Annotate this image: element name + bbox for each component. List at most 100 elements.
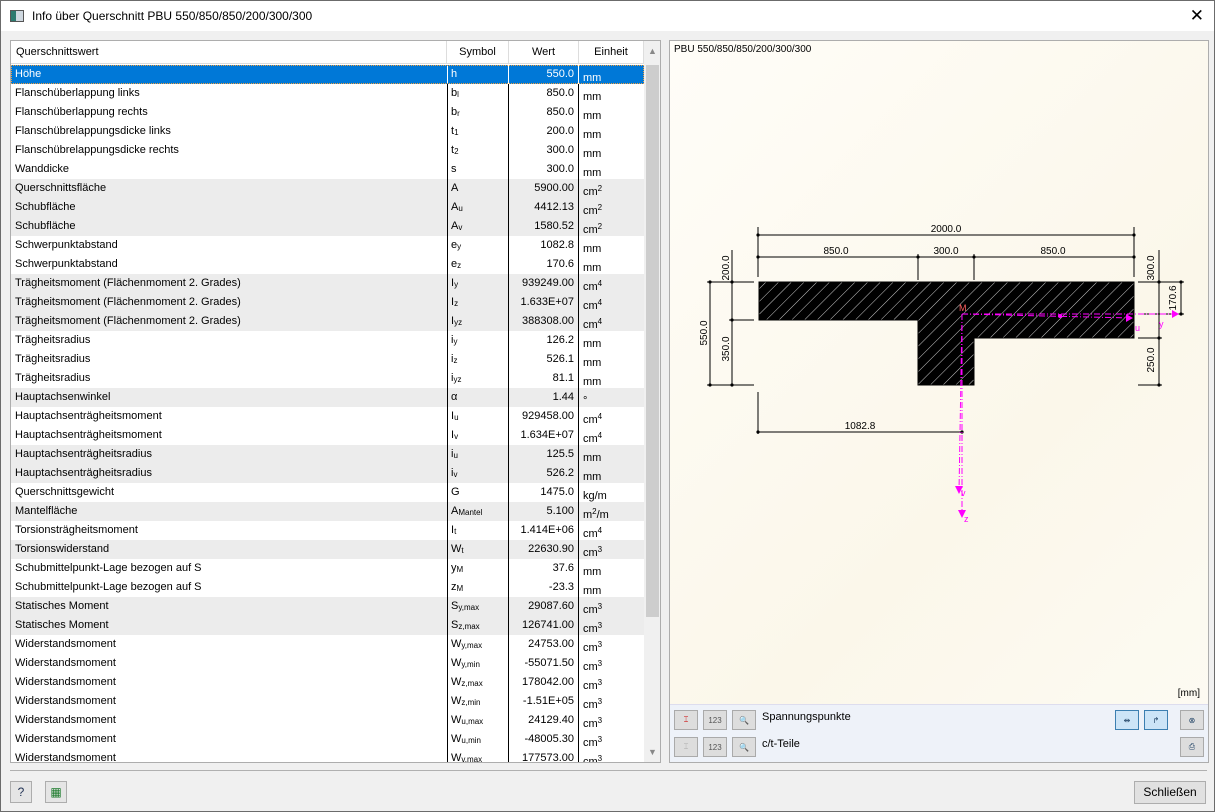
table-row[interactable]: Hauptachsenträgheitsradius iv 526.2 mm [11, 464, 644, 483]
symbol-subscript: yz [453, 375, 462, 384]
header-value[interactable]: Wert [509, 41, 579, 63]
dim-ez: 170.6 [1168, 285, 1179, 310]
unit-base: cm [583, 528, 598, 540]
symbol-subscript: t [461, 546, 464, 555]
show-numbers-button[interactable]: 123 [703, 710, 727, 730]
unit-exponent: 3 [597, 697, 603, 706]
table-row[interactable]: Widerstandsmoment Wy,min -55071.50 cm3 [11, 654, 644, 673]
table-row[interactable]: Flanschüberlappung rechts br 850.0 mm [11, 103, 644, 122]
symbol-base: A [451, 201, 459, 213]
symbol-subscript: z,max [461, 679, 483, 688]
table-row[interactable]: Widerstandsmoment Wu,max 24129.40 cm3 [11, 711, 644, 730]
reset-view-button[interactable]: ⊗ [1180, 710, 1204, 730]
dim-ey: 1082.8 [845, 421, 876, 432]
zoom-reset-icon: ⊗ [1188, 715, 1196, 725]
property-unit: mm [579, 369, 644, 388]
scroll-up-icon[interactable]: ▲ [648, 46, 657, 56]
dimensions-toggle[interactable]: ⇹ [1115, 710, 1139, 730]
property-value: 178042.00 [509, 673, 579, 692]
property-unit: cm3 [579, 692, 644, 711]
print-button[interactable]: ⎙ [1180, 737, 1204, 757]
table-row[interactable]: Trägheitsradius iz 526.1 mm [11, 350, 644, 369]
property-unit: kg/m [579, 483, 644, 502]
property-value: 29087.60 [509, 597, 579, 616]
table-row[interactable]: Trägheitsradius iyz 81.1 mm [11, 369, 644, 388]
table-row[interactable]: Querschnittsfläche A 5900.00 cm2 [11, 179, 644, 198]
table-row[interactable]: Widerstandsmoment Wz,max 178042.00 cm3 [11, 673, 644, 692]
table-row[interactable]: Wanddicke s 300.0 mm [11, 160, 644, 179]
table-row[interactable]: Hauptachsenträgheitsmoment Iu 929458.00 cm4 [11, 407, 644, 426]
table-row[interactable]: Höhe h 550.0 mm [11, 65, 644, 84]
property-symbol: iu [447, 445, 509, 464]
table-row[interactable]: Trägheitsmoment (Flächenmoment 2. Grades… [11, 274, 644, 293]
stress-points-label: Spannungspunkte [762, 711, 851, 723]
table-row[interactable]: Widerstandsmoment Wv,max 177573.00 cm3 [11, 749, 644, 763]
axes-toggle[interactable]: ↱ [1144, 710, 1168, 730]
table-row[interactable]: Trägheitsradius iy 126.2 mm [11, 331, 644, 350]
table-row[interactable]: Schubfläche Av 1580.52 cm2 [11, 217, 644, 236]
table-row[interactable]: Widerstandsmoment Wy,max 24753.00 cm3 [11, 635, 644, 654]
property-value: 1.414E+06 [509, 521, 579, 540]
property-symbol: iyz [447, 369, 509, 388]
help-button[interactable]: ? [10, 781, 32, 803]
symbol-base: b [451, 106, 458, 118]
symbol-base: i [451, 467, 454, 479]
ct-numbers-button[interactable]: 123 [703, 737, 727, 757]
table-row[interactable]: Hauptachsenwinkel α 1.44 ° [11, 388, 644, 407]
close-button[interactable]: Schließen [1134, 781, 1206, 804]
symbol-subscript: 2 [454, 147, 459, 156]
table-row[interactable]: Statisches Moment Sz,max 126741.00 cm3 [11, 616, 644, 635]
header-name[interactable]: Querschnittswert [11, 41, 447, 63]
symbol-subscript: u,max [461, 717, 484, 726]
symbol-subscript: v,max [461, 755, 483, 763]
properties-table: Querschnittswert Symbol Wert Einheit Höh… [10, 40, 661, 763]
table-row[interactable]: Mantelfläche AMantel 5.100 m2/m [11, 502, 644, 521]
axes-icon: ↱ [1152, 715, 1160, 725]
table-row[interactable]: Flanschübrelappungsdicke links t1 200.0 mm [11, 122, 644, 141]
ct-details-button[interactable]: 🔍 [732, 737, 756, 757]
table-row[interactable]: Querschnittsgewicht G 1475.0 kg/m [11, 483, 644, 502]
scroll-thumb[interactable] [646, 65, 659, 617]
scroll-down-icon[interactable]: ▼ [648, 747, 657, 757]
show-stress-points-button[interactable]: ⌶ [674, 710, 698, 730]
property-value: 125.5 [509, 445, 579, 464]
symbol-subscript: u,min [461, 736, 481, 745]
property-symbol: h [447, 65, 509, 84]
table-row[interactable]: Trägheitsmoment (Flächenmoment 2. Grades… [11, 312, 644, 331]
table-row[interactable]: Schwerpunktabstand ez 170.6 mm [11, 255, 644, 274]
table-row[interactable]: Hauptachsenträgheitsmoment Iv 1.634E+07 cm4 [11, 426, 644, 445]
property-name: Schwerpunktabstand [15, 239, 118, 251]
dim-web-below-right: 250.0 [1146, 347, 1157, 372]
table-row[interactable]: Trägheitsmoment (Flächenmoment 2. Grades… [11, 293, 644, 312]
property-name: Flanschübrelappungsdicke rechts [15, 144, 179, 156]
section-drawing: 2000.0 850.0 300.0 850.0 1082.8 200.0 55… [699, 224, 1184, 524]
table-row[interactable]: Flanschübrelappungsdicke rechts t2 300.0 mm [11, 141, 644, 160]
property-name: Widerstandsmoment [15, 733, 116, 745]
property-unit: cm2 [579, 217, 644, 236]
symbol-base: i [451, 353, 454, 365]
header-symbol[interactable]: Symbol [447, 41, 509, 63]
table-row[interactable]: Widerstandsmoment Wz,min -1.51E+05 cm3 [11, 692, 644, 711]
table-row[interactable]: Schubfläche Au 4412.13 cm2 [11, 198, 644, 217]
close-icon[interactable]: ✕ [1189, 6, 1204, 25]
show-ct-parts-button[interactable]: ⌶ [674, 737, 698, 757]
table-row[interactable]: Statisches Moment Sy,max 29087.60 cm3 [11, 597, 644, 616]
unit-base: mm [583, 148, 602, 160]
export-excel-button[interactable]: ▦ [45, 781, 67, 803]
table-row[interactable]: Schwerpunktabstand ey 1082.8 mm [11, 236, 644, 255]
unit-exponent: 2 [592, 507, 597, 516]
table-row[interactable]: Flanschüberlappung links bl 850.0 mm [11, 84, 644, 103]
table-row[interactable]: Torsionsträgheitsmoment It 1.414E+06 cm4 [11, 521, 644, 540]
property-symbol: Wu,max [447, 711, 509, 730]
table-row[interactable]: Hauptachsenträgheitsradius iu 125.5 mm [11, 445, 644, 464]
stress-points-details-button[interactable]: 🔍 [732, 710, 756, 730]
property-unit: cm4 [579, 407, 644, 426]
vertical-scrollbar[interactable]: ▲ ▼ [644, 41, 660, 762]
header-unit[interactable]: Einheit [579, 41, 644, 63]
z-axis-label: z [964, 514, 969, 524]
table-row[interactable]: Widerstandsmoment Wu,min -48005.30 cm3 [11, 730, 644, 749]
unit-base: cm [583, 623, 598, 635]
table-row[interactable]: Torsionswiderstand Wt 22630.90 cm3 [11, 540, 644, 559]
